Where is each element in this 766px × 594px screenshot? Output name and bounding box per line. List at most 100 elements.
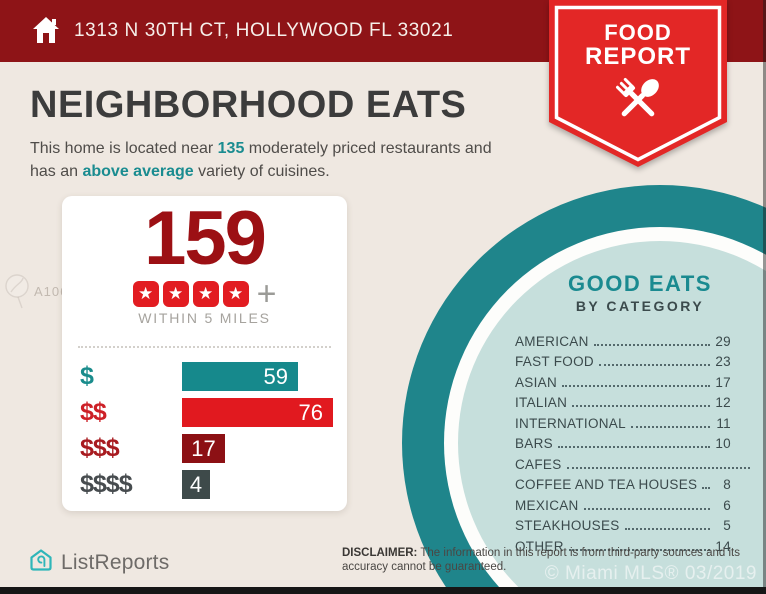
star-icon: ★: [222, 281, 249, 307]
category-label: INTERNATIONAL: [515, 415, 626, 431]
listreports-house-icon: [28, 547, 54, 578]
price-label: $: [80, 362, 94, 390]
category-value: 23: [715, 354, 731, 369]
category-value: 5: [723, 518, 731, 533]
disclaimer-label: DISCLAIMER:: [342, 547, 418, 559]
above-average-highlight: above average: [82, 163, 194, 181]
property-address: 1313 N 30TH CT, HOLLYWOOD FL 33021: [74, 20, 454, 41]
bar: 59: [182, 362, 298, 391]
price-bar-row: $$$$ 4: [62, 470, 347, 499]
bar: 76: [182, 398, 333, 427]
list-item: STEAKHOUSES 5: [515, 513, 731, 533]
dotted-leader: [593, 343, 710, 346]
rating-row: ★ ★ ★ ★ +: [62, 275, 347, 313]
crossed-spoon-fork-icon: [610, 72, 666, 133]
category-value: 10: [715, 436, 731, 451]
ribbon-title-line2: REPORT: [584, 43, 691, 70]
ribbon-shape: [549, 0, 727, 167]
category-value: 8: [723, 477, 731, 492]
category-label: MEXICAN: [515, 497, 579, 513]
category-label: FAST FOOD: [515, 354, 594, 369]
category-value: 6: [723, 497, 731, 513]
good-eats-subtitle: BY CATEGORY: [575, 298, 705, 314]
bar: 17: [182, 434, 225, 463]
category-circle: [402, 185, 766, 594]
category-label: COFFEE AND TEA HOUSES: [515, 477, 698, 492]
list-item: OTHER 14: [515, 533, 731, 554]
list-item: AMERICAN 29: [515, 328, 731, 349]
dotted-leader: [630, 425, 710, 428]
food-report-ribbon: FOOD REPORT: [549, 0, 727, 172]
dotted-leader: [583, 507, 710, 510]
page-subtitle: This home is located near 135 moderately…: [30, 137, 492, 183]
right-edge-strip: [763, 0, 766, 594]
radius-label: WITHIN 5 MILES: [138, 310, 271, 326]
mls-credit-watermark: © Miami MLS® 03/2019: [544, 563, 757, 584]
plus-sign: +: [256, 275, 277, 313]
category-list: AMERICAN 29 FAST FOOD 23 ASIAN 17 ITALIAN 12…: [515, 328, 750, 554]
subtitle-text: variety of cuisines.: [193, 163, 330, 181]
mls-watermark-icon: [2, 272, 36, 317]
price-bar-row: $ 59: [62, 362, 347, 391]
dotted-leader: [598, 364, 710, 366]
category-value: 29: [715, 333, 731, 349]
category-label: STEAKHOUSES: [515, 518, 620, 533]
list-item: ITALIAN 12: [515, 390, 731, 410]
star-icon: ★: [192, 281, 219, 307]
dotted-leader: [568, 548, 710, 551]
bar-value: 59: [263, 363, 288, 389]
category-label: BARS: [515, 436, 553, 451]
restaurant-summary-card: 159 ★ ★ ★ ★ + WITHIN 5 MILES $ 59 $$ 76 $$$…: [62, 196, 347, 511]
price-label: $$: [80, 398, 107, 426]
home-icon: [30, 14, 62, 51]
category-value: 11: [716, 415, 731, 431]
ribbon-title-line1: FOOD: [604, 20, 672, 45]
category-value: 12: [715, 395, 731, 410]
restaurant-count: 159: [144, 196, 267, 281]
category-value: 17: [715, 374, 731, 390]
category-value: 14: [715, 538, 731, 554]
price-label: $$$: [80, 434, 120, 462]
rating-stars: ★ ★ ★ ★: [132, 281, 249, 307]
dotted-leader: [572, 405, 710, 407]
list-item: ASIAN 17: [515, 369, 731, 390]
star-icon: ★: [162, 281, 189, 307]
subtitle-text: This home is located near: [30, 140, 218, 157]
list-item: CAFES: [515, 451, 766, 472]
price-level-bar-chart: $ 59 $$ 76 $$$ 17 $$$$ 4: [62, 362, 347, 499]
list-item: COFFEE AND TEA HOUSES 8: [515, 472, 731, 492]
good-eats-title: GOOD EATS: [568, 271, 712, 296]
category-label: ITALIAN: [515, 395, 568, 410]
category-label: AMERICAN: [515, 333, 589, 349]
dotted-leader: [624, 528, 710, 530]
dotted-leader: [562, 384, 710, 387]
list-item: INTERNATIONAL 11: [515, 410, 731, 431]
restaurant-count-highlight: 135: [217, 140, 245, 157]
category-label: ASIAN: [515, 374, 558, 390]
category-label: OTHER: [515, 538, 564, 554]
bar-value: 17: [191, 435, 216, 461]
bar-value: 76: [298, 399, 323, 425]
bar-value: 4: [189, 471, 203, 497]
dotted-divider: [78, 346, 331, 348]
subtitle-text: moderately priced restaurants and: [244, 140, 492, 157]
bar: 4: [182, 470, 210, 499]
disclaimer-text: The information in this report is from t…: [342, 547, 740, 574]
star-icon: ★: [132, 281, 159, 307]
list-item: FAST FOOD 23: [515, 349, 731, 369]
listreports-logo: ListReports: [28, 547, 169, 578]
price-bar-row: $$ 76: [62, 398, 347, 427]
category-label: CAFES: [515, 456, 562, 472]
disclaimer: DISCLAIMER: The information in this repo…: [342, 546, 766, 574]
bottom-edge-strip: [0, 587, 766, 594]
list-item: MEXICAN 6: [515, 492, 731, 513]
subtitle-text: has an: [30, 163, 83, 181]
dotted-leader: [566, 466, 750, 469]
listreports-wordmark: ListReports: [61, 550, 170, 574]
price-bar-row: $$$ 17: [62, 434, 347, 463]
list-item: BARS 10: [515, 431, 731, 451]
price-label: $$$$: [80, 470, 133, 498]
page-title: NEIGHBORHOOD EATS: [30, 84, 467, 126]
dotted-leader: [702, 487, 710, 489]
